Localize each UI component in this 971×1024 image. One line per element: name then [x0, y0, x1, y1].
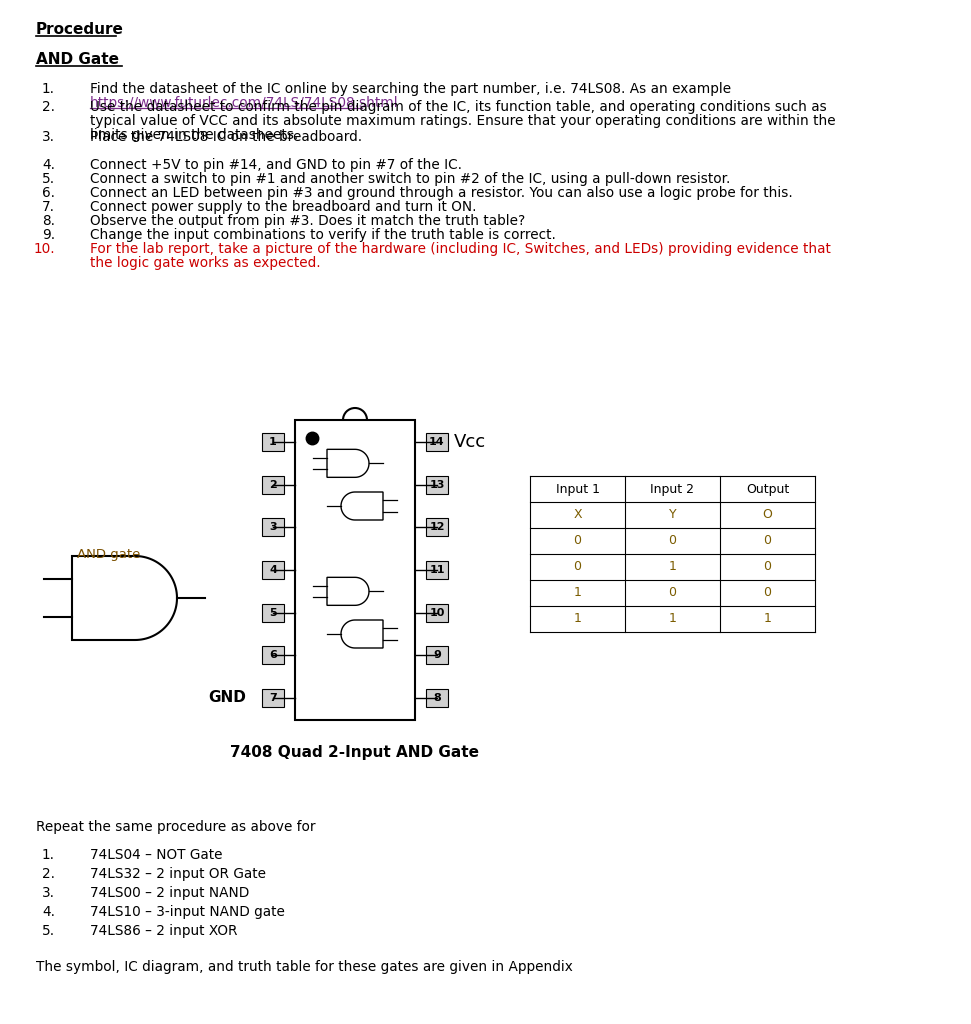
- Text: 1: 1: [763, 612, 771, 626]
- Text: typical value of VCC and its absolute maximum ratings. Ensure that your operatin: typical value of VCC and its absolute ma…: [90, 114, 836, 128]
- Text: Output: Output: [746, 482, 789, 496]
- Text: the logic gate works as expected.: the logic gate works as expected.: [90, 256, 320, 270]
- Text: 2: 2: [269, 479, 277, 489]
- Text: 8: 8: [433, 693, 441, 703]
- Text: Connect an LED between pin #3 and ground through a resistor. You can also use a : Connect an LED between pin #3 and ground…: [90, 186, 792, 200]
- Text: Use the datasheet to confirm the pin diagram of the IC, its function table, and : Use the datasheet to confirm the pin dia…: [90, 100, 826, 114]
- Text: 7: 7: [269, 693, 277, 703]
- Text: Find the datasheet of the IC online by searching the part number, i.e. 74LS08. A: Find the datasheet of the IC online by s…: [90, 82, 731, 96]
- Text: 2.: 2.: [42, 100, 55, 114]
- Text: 3.: 3.: [42, 130, 55, 144]
- PathPatch shape: [341, 492, 383, 520]
- Text: 74LS04 – NOT Gate: 74LS04 – NOT Gate: [90, 848, 222, 862]
- Text: 5.: 5.: [42, 172, 55, 186]
- Text: 0: 0: [574, 560, 582, 573]
- Text: 1.: 1.: [42, 82, 55, 96]
- Text: 9.: 9.: [42, 228, 55, 242]
- Bar: [262, 476, 284, 494]
- Bar: [262, 646, 284, 665]
- Text: Connect +5V to pin #14, and GND to pin #7 of the IC.: Connect +5V to pin #14, and GND to pin #…: [90, 158, 462, 172]
- Text: 1: 1: [574, 612, 582, 626]
- Text: Procedure: Procedure: [36, 22, 124, 37]
- Text: 0: 0: [574, 535, 582, 548]
- Text: Connect a switch to pin #1 and another switch to pin #2 of the IC, using a pull-: Connect a switch to pin #1 and another s…: [90, 172, 730, 186]
- Text: 1: 1: [574, 587, 582, 599]
- Bar: [262, 561, 284, 579]
- Text: 2.: 2.: [42, 867, 55, 881]
- Text: 8.: 8.: [42, 214, 55, 228]
- PathPatch shape: [327, 578, 369, 605]
- Text: 12: 12: [429, 522, 445, 532]
- Text: 0: 0: [763, 535, 772, 548]
- Text: https://www.futurlec.com/74LS/74LS08.shtml: https://www.futurlec.com/74LS/74LS08.sht…: [90, 96, 399, 110]
- Text: 6.: 6.: [42, 186, 55, 200]
- Text: 1: 1: [269, 437, 277, 447]
- Text: AND gate: AND gate: [77, 548, 141, 561]
- Bar: [426, 561, 448, 579]
- Text: The symbol, IC diagram, and truth table for these gates are given in Appendix: The symbol, IC diagram, and truth table …: [36, 961, 573, 974]
- Text: 74LS86 – 2 input XOR: 74LS86 – 2 input XOR: [90, 924, 238, 938]
- Text: limits given in the datasheets.: limits given in the datasheets.: [90, 128, 298, 142]
- Text: 1: 1: [669, 612, 677, 626]
- Text: 74LS00 – 2 input NAND: 74LS00 – 2 input NAND: [90, 886, 250, 900]
- PathPatch shape: [327, 450, 369, 477]
- Text: 13: 13: [429, 479, 445, 489]
- Bar: [426, 476, 448, 494]
- Text: Input 1: Input 1: [555, 482, 599, 496]
- Bar: [295, 420, 415, 720]
- Text: 9: 9: [433, 650, 441, 660]
- Bar: [426, 433, 448, 451]
- Text: 10: 10: [429, 607, 445, 617]
- Text: 11: 11: [429, 565, 445, 575]
- Text: 4.: 4.: [42, 905, 55, 919]
- Text: 3.: 3.: [42, 886, 55, 900]
- Bar: [426, 646, 448, 665]
- Text: 0: 0: [668, 535, 677, 548]
- PathPatch shape: [72, 556, 177, 640]
- Text: 74LS10 – 3-input NAND gate: 74LS10 – 3-input NAND gate: [90, 905, 285, 919]
- Bar: [262, 433, 284, 451]
- Text: 3: 3: [269, 522, 277, 532]
- Bar: [426, 604, 448, 622]
- Text: 6: 6: [269, 650, 277, 660]
- Text: 5: 5: [269, 607, 277, 617]
- Text: GND: GND: [208, 690, 246, 706]
- Text: Repeat the same procedure as above for: Repeat the same procedure as above for: [36, 820, 316, 834]
- Bar: [262, 604, 284, 622]
- Text: Change the input combinations to verify if the truth table is correct.: Change the input combinations to verify …: [90, 228, 555, 242]
- Bar: [262, 518, 284, 537]
- Text: 14: 14: [429, 437, 445, 447]
- Text: Place the 74LS08 IC on the breadboard.: Place the 74LS08 IC on the breadboard.: [90, 130, 362, 144]
- Text: Y: Y: [669, 509, 677, 521]
- Text: AND Gate: AND Gate: [36, 52, 119, 67]
- Text: 0: 0: [668, 587, 677, 599]
- Bar: [426, 689, 448, 707]
- Text: 1.: 1.: [42, 848, 55, 862]
- Text: X: X: [573, 509, 582, 521]
- Text: 0: 0: [763, 560, 772, 573]
- Text: Connect power supply to the breadboard and turn it ON.: Connect power supply to the breadboard a…: [90, 200, 477, 214]
- Text: 7.: 7.: [42, 200, 55, 214]
- Text: 1: 1: [669, 560, 677, 573]
- Text: For the lab report, take a picture of the hardware (including IC, Switches, and : For the lab report, take a picture of th…: [90, 242, 831, 256]
- Text: O: O: [762, 509, 773, 521]
- Text: Observe the output from pin #3. Does it match the truth table?: Observe the output from pin #3. Does it …: [90, 214, 525, 228]
- Text: 7408 Quad 2-Input AND Gate: 7408 Quad 2-Input AND Gate: [230, 745, 480, 760]
- PathPatch shape: [341, 620, 383, 648]
- Text: 10.: 10.: [33, 242, 55, 256]
- Text: Input 2: Input 2: [651, 482, 694, 496]
- Text: Vcc: Vcc: [454, 433, 486, 451]
- Text: 4: 4: [269, 565, 277, 575]
- Text: 0: 0: [763, 587, 772, 599]
- Bar: [262, 689, 284, 707]
- Text: 74LS32 – 2 input OR Gate: 74LS32 – 2 input OR Gate: [90, 867, 266, 881]
- Bar: [426, 518, 448, 537]
- Text: 4.: 4.: [42, 158, 55, 172]
- Text: 5.: 5.: [42, 924, 55, 938]
